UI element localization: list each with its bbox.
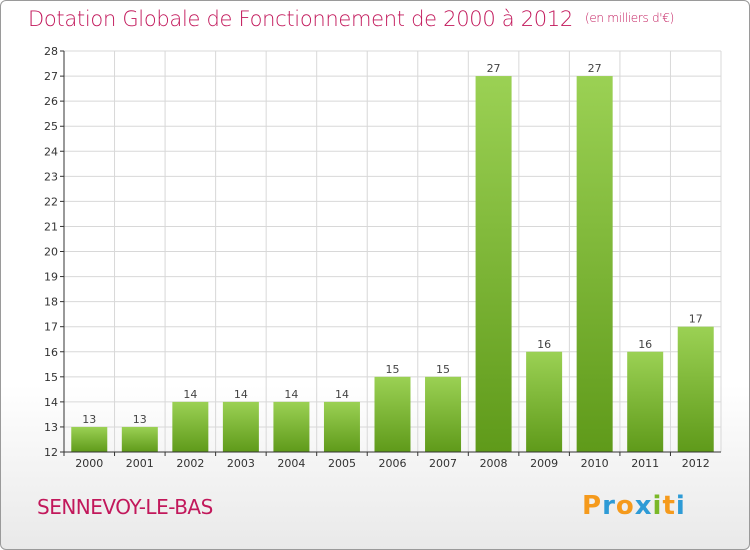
y-tick-label: 16: [44, 346, 58, 359]
bar-2003: [222, 401, 259, 452]
y-tick-label: 21: [44, 220, 58, 233]
bar-2007: [425, 376, 462, 452]
bar-2004: [273, 401, 310, 452]
commune-name: SENNEVOY-LE-BAS: [37, 495, 213, 519]
logo-letter: i: [652, 491, 663, 521]
data-label: 15: [436, 363, 450, 376]
x-tick-label: 2010: [581, 457, 609, 470]
y-tick-label: 12: [44, 446, 58, 459]
y-tick-label: 27: [44, 70, 58, 83]
bar-2000: [71, 426, 108, 452]
data-label: 14: [234, 388, 248, 401]
logo-letter: o: [615, 491, 635, 521]
bar-2010: [576, 76, 613, 452]
y-tick-label: 18: [44, 296, 58, 309]
data-label: 16: [638, 338, 652, 351]
chart-title-text: Dotation Globale de Fonctionnement de 20…: [28, 7, 573, 31]
logo-letter: r: [602, 491, 616, 521]
y-tick-label: 17: [44, 321, 58, 334]
y-tick-label: 15: [44, 371, 58, 384]
x-tick-label: 2009: [530, 457, 558, 470]
bar-2006: [374, 376, 411, 452]
x-tick-label: 2000: [75, 457, 103, 470]
y-tick-label: 20: [44, 246, 58, 259]
x-tick-label: 2007: [429, 457, 457, 470]
bar-2002: [172, 401, 209, 452]
chart-subtitle: (en milliers d'€): [584, 11, 674, 25]
y-tick-label: 22: [44, 195, 58, 208]
data-label: 27: [487, 62, 501, 75]
x-tick-label: 2001: [126, 457, 154, 470]
data-label: 27: [588, 62, 602, 75]
x-tick-label: 2003: [227, 457, 255, 470]
x-tick-label: 2005: [328, 457, 356, 470]
data-label: 16: [537, 338, 551, 351]
axes: 12 13 14 15 16 17 18 19 20 21 22 23 24 25 26 27 28 2000 20…: [44, 45, 721, 470]
x-tick-label: 2008: [480, 457, 508, 470]
bar-2001: [121, 426, 158, 452]
data-label: 14: [183, 388, 197, 401]
x-tick-label: 2011: [631, 457, 659, 470]
data-label: 17: [689, 313, 703, 326]
x-tick-label: 2012: [682, 457, 710, 470]
bar-2008: [475, 76, 512, 452]
bar-2009: [526, 351, 563, 452]
logo-letter: i: [675, 491, 686, 521]
bars: 13 13 14 14 14 14 15 15 27 16 27 16 17: [71, 62, 714, 452]
logo-letter: P: [582, 491, 603, 521]
data-label: 15: [386, 363, 400, 376]
x-tick-label: 2006: [379, 457, 407, 470]
bar-2012: [677, 326, 714, 452]
y-tick-label: 14: [44, 396, 58, 409]
y-tick-label: 25: [44, 120, 58, 133]
data-label: 13: [133, 413, 147, 426]
x-tick-label: 2002: [176, 457, 204, 470]
y-tick-label: 13: [44, 421, 58, 434]
data-label: 13: [82, 413, 96, 426]
y-tick-label: 26: [44, 95, 58, 108]
x-tick-label: 2004: [277, 457, 305, 470]
data-label: 14: [284, 388, 298, 401]
bar-2005: [323, 401, 360, 452]
chart-title: Dotation Globale de Fonctionnement de 20…: [28, 7, 674, 31]
data-label: 14: [335, 388, 349, 401]
y-tick-label: 19: [44, 271, 58, 284]
y-tick-label: 24: [44, 145, 58, 158]
proxiti-logo: Proxiti: [582, 491, 686, 521]
logo-letter: t: [662, 491, 676, 521]
y-tick-label: 23: [44, 170, 58, 183]
logo-letter: x: [634, 491, 653, 521]
y-tick-label: 28: [44, 45, 58, 58]
bar-2011: [627, 351, 664, 452]
